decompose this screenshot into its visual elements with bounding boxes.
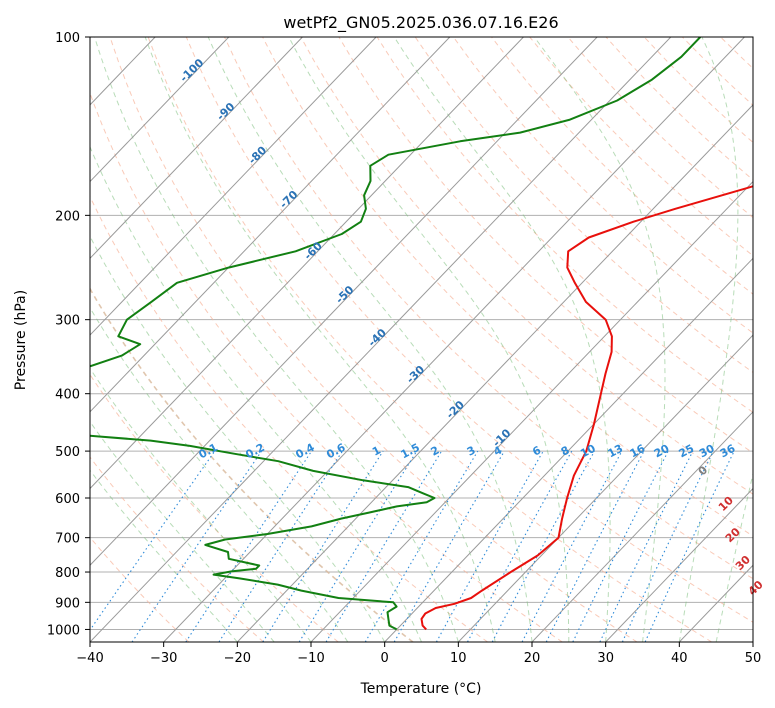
dry-adiabat (185, 37, 753, 623)
isotherm-gridline (0, 37, 8, 642)
y-tick-label: 500 (55, 445, 80, 460)
dry-adiabat (300, 37, 753, 495)
dry-adiabat (338, 37, 753, 454)
y-tick-label: 1000 (47, 623, 80, 638)
isotherm-gridline (90, 37, 230, 183)
moist-adiabat (207, 37, 533, 642)
isotherm-gridline (90, 37, 672, 642)
x-tick-label: −10 (297, 651, 324, 666)
isotherm-gridline (90, 37, 451, 413)
dry-adiabat (224, 37, 753, 580)
isotherm-gridline (531, 411, 753, 642)
isotherm-gridline (236, 104, 753, 642)
mixing-ratio-label: 36 (718, 442, 738, 461)
mixing-ratio-line (218, 450, 343, 642)
mixing-ratio-line (621, 450, 714, 642)
moist-adiabat (393, 37, 611, 642)
y-tick-label: 400 (55, 388, 80, 403)
isotherm-gridline (752, 641, 753, 642)
mixing-ratio-line (131, 450, 263, 642)
dewpoint-profile-line (90, 37, 702, 631)
mixing-ratio-label: 25 (677, 442, 697, 461)
isotherm-gridline (90, 37, 303, 260)
moist-adiabat (90, 367, 312, 642)
mixing-ratio-line (262, 450, 384, 642)
profile-lines (90, 37, 753, 631)
y-tick-label: 200 (55, 209, 80, 224)
mixing-ratio-label: 20 (652, 442, 672, 461)
moist-adiabat (90, 469, 238, 642)
dry-adiabat (262, 37, 753, 537)
dry-adiabat (90, 373, 339, 642)
x-tick-label: −40 (76, 651, 103, 666)
y-tick-label: 800 (55, 566, 80, 581)
moist-adiabat (678, 37, 739, 642)
y-tick-label: 300 (55, 314, 80, 329)
dry-adiabat (90, 195, 488, 642)
x-tick-label: −30 (150, 651, 177, 666)
mixing-ratio-label: 13 (606, 442, 626, 461)
chart-title: wetPf2_GN05.2025.036.07.16.E26 (283, 13, 558, 33)
isotherm-gridline (310, 180, 753, 642)
mixing-ratio-line (90, 450, 216, 632)
x-tick-label: 50 (745, 651, 762, 666)
mixing-ratio-line (572, 450, 669, 642)
mixing-ratio-label: 16 (628, 442, 648, 461)
mixing-ratio-line (185, 450, 313, 642)
y-tick-label: 100 (55, 31, 80, 46)
x-axis-label: Temperature (°C) (360, 681, 482, 697)
moist-adiabat (533, 37, 666, 642)
dry-adiabat (759, 37, 775, 642)
moist-adiabat (90, 235, 386, 642)
moist-adiabat (94, 37, 459, 642)
y-axis-label: Pressure (hPa) (13, 290, 29, 390)
mixing-ratio-line (644, 450, 735, 642)
x-tick-label: 20 (524, 651, 541, 666)
moist-adiabat (288, 37, 570, 642)
mixing-ratio-line (298, 450, 418, 642)
mixing-ratio-line (599, 450, 694, 642)
dry-adiabat (147, 37, 712, 642)
x-tick-label: −20 (224, 651, 251, 666)
isotherm-gridline (384, 257, 753, 642)
x-tick-label: 40 (671, 651, 688, 666)
axes: −40 −30 −20 −10 0 10 20 30 40 50 100 200 300 400 500 60… (47, 31, 761, 666)
moist-adiabat (90, 145, 422, 642)
y-tick-label: 600 (55, 492, 80, 507)
mixing-ratio-line (364, 450, 479, 642)
y-tick-label: 700 (55, 532, 80, 547)
mixing-ratio-line (467, 450, 573, 642)
isotherm-gridline (163, 37, 745, 642)
isotherm-gridline (90, 37, 377, 336)
isotherm-gridline (90, 37, 524, 490)
dry-adiabat (90, 456, 264, 642)
x-tick-label: 30 (597, 651, 614, 666)
isotherm-gridline (90, 37, 598, 566)
dry-adiabat (109, 37, 638, 642)
mixing-ratio-label: 30 (697, 442, 717, 461)
y-tick-label: 900 (55, 596, 80, 611)
mixing-ratio-line (325, 450, 443, 642)
moist-adiabat (144, 37, 496, 642)
mixing-ratio-line (491, 450, 595, 642)
plot-frame (89, 36, 754, 643)
x-tick-label: 10 (450, 651, 467, 666)
x-tick-label: 0 (381, 651, 389, 666)
mixing-ratio-label: 10 (578, 442, 598, 461)
moist-adiabat (90, 306, 349, 642)
isotherm-gridline (605, 487, 753, 642)
temperature-profile-line (420, 185, 753, 631)
mixing-ratio-line (393, 450, 505, 642)
dry-adiabat (452, 37, 753, 334)
